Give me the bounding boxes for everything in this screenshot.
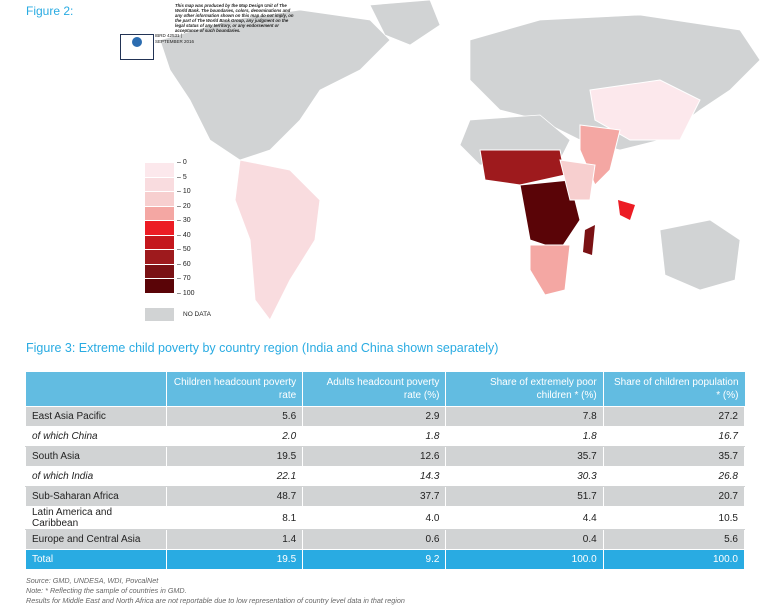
legend-swatch	[145, 163, 174, 177]
table-cell: 30.3	[445, 466, 604, 487]
table-cell: 48.7	[165, 486, 304, 507]
region-name: East Asia Pacific	[25, 406, 167, 427]
table-cell: 1.8	[302, 426, 447, 447]
table-cell: 16.7	[602, 426, 746, 447]
legend-swatch	[145, 221, 174, 235]
table-cell: 37.7	[302, 486, 447, 507]
legend-swatch	[145, 192, 174, 206]
table-row: Sub-Saharan Africa 48.7 37.7 51.7 20.7	[25, 486, 746, 507]
table-cell: 19.5	[165, 549, 304, 570]
source-note: Source: GMD, UNDESA, WDI, PovcalNet	[26, 576, 159, 585]
australia	[659, 219, 741, 291]
legend-tick: – 60	[177, 260, 191, 268]
no-data-label: NO DATA	[183, 311, 211, 318]
table-cell: 5.6	[165, 406, 304, 427]
table-cell: 10.5	[602, 506, 746, 530]
table-cell: 1.8	[445, 426, 604, 447]
region-name: Latin America and Caribbean	[25, 506, 167, 530]
table-row: Total 19.5 9.2 100.0 100.0	[25, 549, 746, 570]
legend-tick: – 100	[177, 289, 195, 297]
ibrd-number: IBRD 42531 |	[155, 33, 182, 38]
world-map	[159, 0, 761, 321]
region-name: Europe and Central Asia	[25, 529, 167, 550]
table-cell: 8.1	[165, 506, 304, 530]
table-cell: 2.0	[165, 426, 304, 447]
table-cell: 4.0	[302, 506, 447, 530]
no-data-swatch	[145, 308, 174, 321]
china	[589, 79, 701, 141]
column-header: Share of children population * (%)	[602, 372, 745, 407]
table-cell: 20.7	[602, 486, 746, 507]
region-name: Sub-Saharan Africa	[25, 486, 167, 507]
legend-swatch	[145, 264, 174, 278]
table-cell: 19.5	[165, 446, 304, 467]
table-cell: 0.4	[445, 529, 604, 550]
latin-america	[234, 159, 321, 321]
sample-note: Note: * Reflecting the sample of countri…	[26, 586, 187, 595]
table-cell: 4.4	[445, 506, 604, 530]
table-cell: 100.0	[445, 549, 604, 570]
table-row: East Asia Pacific 5.6 2.9 7.8 27.2	[25, 406, 746, 427]
legend-tick: – 30	[177, 217, 191, 224]
region-name: of which China	[25, 426, 167, 447]
table-cell: 5.6	[602, 529, 746, 550]
table-row: South Asia 19.5 12.6 35.7 35.7	[25, 446, 746, 467]
table-cell: 9.2	[302, 549, 447, 570]
table-cell: 35.7	[602, 446, 746, 467]
map-legend: NO DATA – 0 – 5 – 10 – 20 – 30 – 40 – 50 – 60 – …	[145, 159, 211, 321]
table-cell: 27.2	[602, 406, 746, 427]
column-header: Children headcount poverty rate	[165, 372, 303, 407]
table-cell: 51.7	[445, 486, 604, 507]
map-id: IBRD 42531 | SEPTEMBER 2016	[155, 33, 194, 45]
poverty-table: Children headcount poverty rate Adults h…	[25, 372, 746, 570]
table-cell: 14.3	[302, 466, 447, 487]
legend-tick: – 40	[177, 231, 191, 239]
table-row: of which India 22.1 14.3 30.3 26.8	[25, 466, 746, 487]
table-cell: 1.4	[165, 529, 304, 550]
papua-new-guinea	[618, 200, 635, 220]
table-row: of which China 2.0 1.8 1.8 16.7	[25, 426, 746, 447]
region-name: of which India	[25, 466, 167, 487]
sahel-africa	[479, 149, 566, 186]
figure-3-title: Figure 3: Extreme child poverty by count…	[26, 341, 499, 355]
legend-swatch	[145, 177, 174, 191]
table-cell: 26.8	[602, 466, 746, 487]
north-america	[159, 9, 391, 161]
footnotes: Source: GMD, UNDESA, WDI, PovcalNet Note…	[26, 576, 405, 606]
map-disclaimer: This map was produced by the Map Design …	[175, 3, 294, 33]
table-cell: 100.0	[602, 549, 746, 570]
region-name: Total	[25, 549, 167, 570]
column-header	[25, 372, 167, 407]
legend-tick: – 0	[177, 159, 187, 166]
legend-tick: – 5	[177, 173, 187, 181]
table-row: Latin America and Caribbean 8.1 4.0 4.4 10.5	[25, 506, 746, 530]
east-africa	[559, 159, 596, 201]
legend-swatch	[145, 250, 174, 264]
legend-tick: – 10	[177, 188, 191, 195]
southern-africa	[529, 244, 571, 296]
table-cell: 12.6	[302, 446, 447, 467]
table-cell: 22.1	[165, 466, 304, 487]
mena-note: Results for Middle East and North Africa…	[26, 596, 405, 605]
column-header: Adults headcount poverty rate (%)	[302, 372, 446, 407]
table-cell: 35.7	[445, 446, 604, 467]
central-africa	[519, 179, 581, 251]
figure-2-label: Figure 2:	[26, 4, 74, 18]
column-header: Share of extremely poor children * (%)	[445, 372, 604, 407]
table-row: Europe and Central Asia 1.4 0.6 0.4 5.6	[25, 529, 746, 550]
table-cell: 2.9	[302, 406, 447, 427]
greenland	[369, 0, 441, 46]
legend-tick: – 20	[177, 202, 191, 210]
legend-tick: – 50	[177, 246, 191, 253]
madagascar	[583, 225, 595, 255]
region-name: South Asia	[25, 446, 167, 467]
legend-tick: – 70	[177, 275, 191, 282]
table-cell: 7.8	[445, 406, 604, 427]
legend-swatch	[145, 279, 174, 293]
map-date: SEPTEMBER 2016	[155, 39, 195, 44]
world-bank-logo	[120, 34, 154, 60]
legend-swatch	[145, 235, 174, 249]
legend-swatch	[145, 206, 174, 220]
table-cell: 0.6	[302, 529, 447, 550]
